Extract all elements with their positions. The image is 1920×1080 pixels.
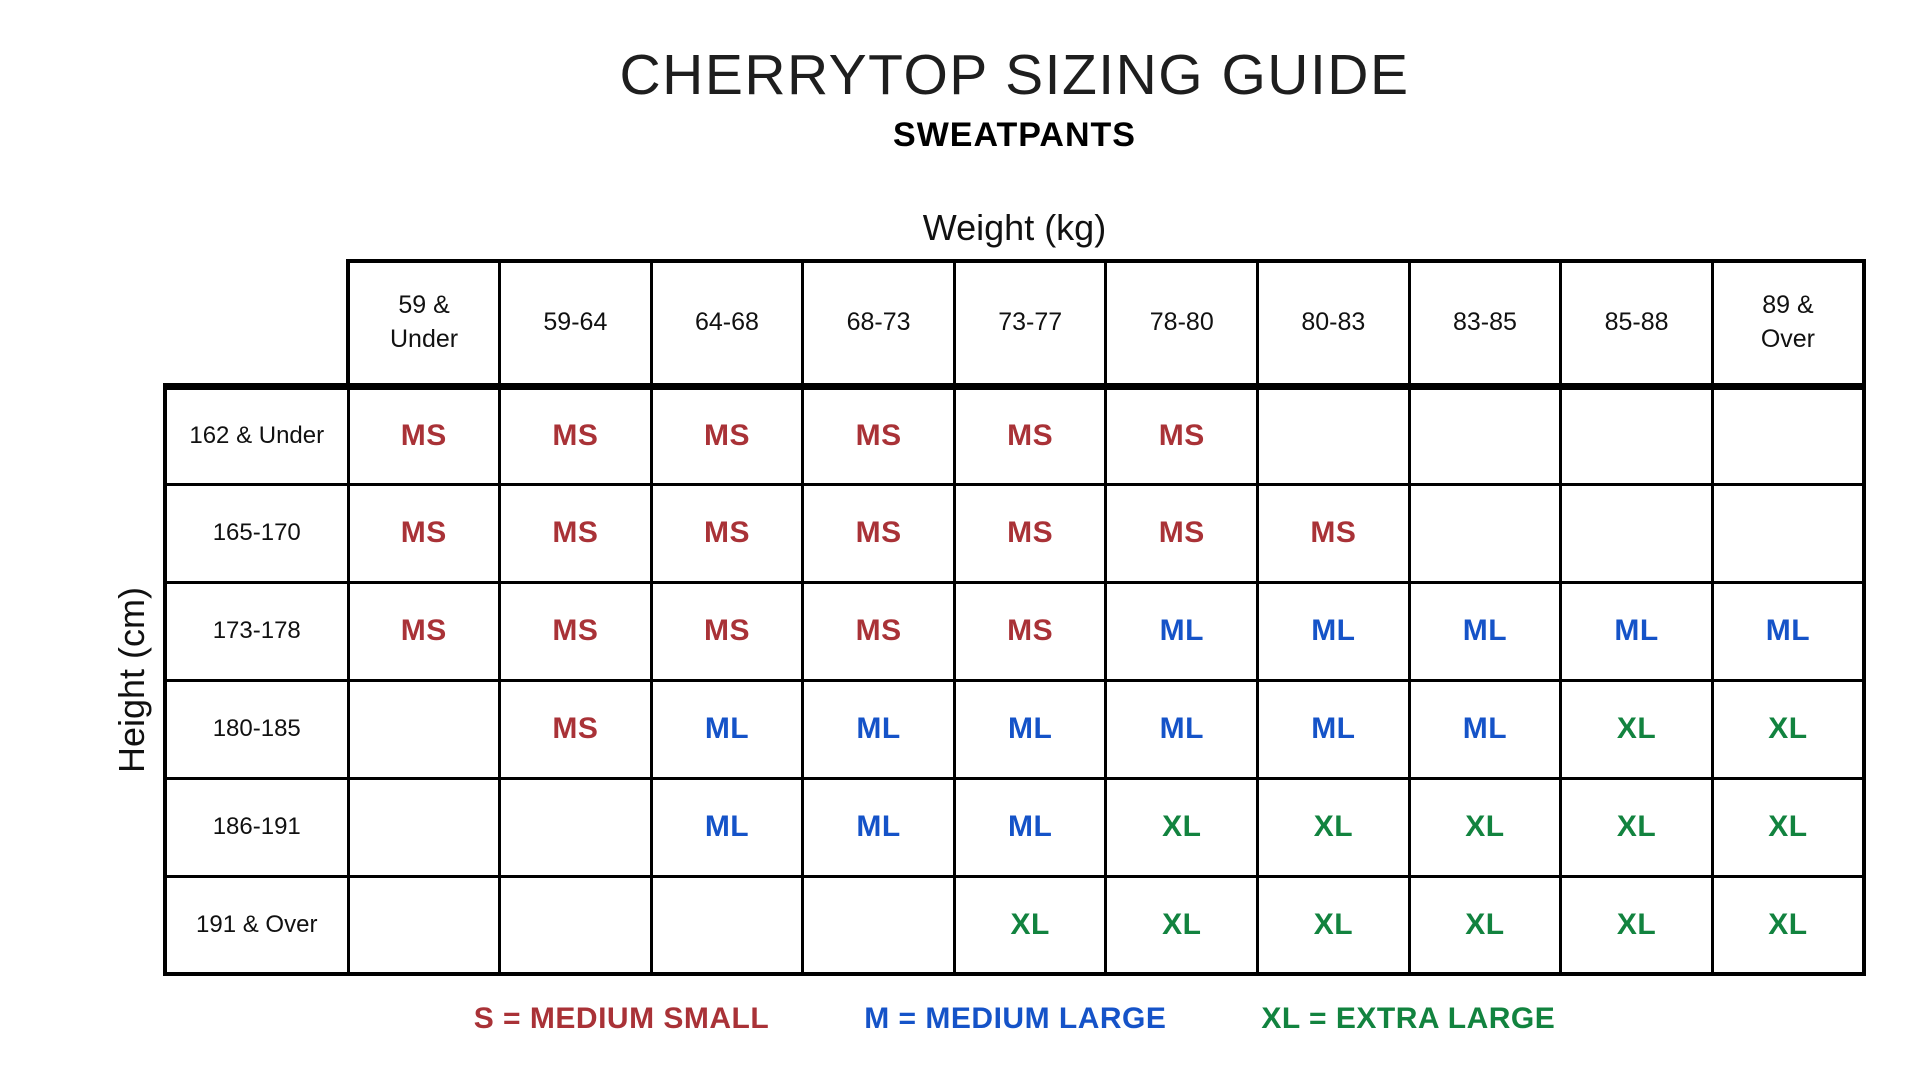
column-header: 59-64 — [498, 259, 653, 390]
row-header: 173-178 — [163, 580, 350, 682]
header-block: CHERRYTOP SIZING GUIDE SWEATPANTS Weight… — [163, 0, 1866, 249]
empty-cell — [801, 874, 956, 976]
row-header: 165-170 — [163, 482, 350, 584]
page-subtitle: SWEATPANTS — [893, 116, 1136, 154]
size-cell: MS — [498, 678, 653, 780]
size-cell: XL — [1407, 776, 1563, 878]
size-cell: MS — [1104, 384, 1260, 486]
size-cell: ML — [649, 776, 805, 878]
size-cell: MS — [498, 482, 653, 584]
column-header: 78-80 — [1104, 259, 1260, 390]
size-cell: ML — [801, 678, 956, 780]
size-cell: MS — [952, 384, 1108, 486]
size-cell: XL — [1407, 874, 1563, 976]
empty-cell — [498, 874, 653, 976]
size-cell: XL — [1710, 776, 1866, 878]
size-cell: MS — [801, 580, 956, 682]
column-header: 64-68 — [649, 259, 805, 390]
table-body: 162 & Under MS MS MS MS MS MS 165-170 MS MS MS MS MS… — [163, 382, 1866, 976]
size-cell: ML — [801, 776, 956, 878]
size-cell: MS — [952, 580, 1108, 682]
size-cell: MS — [346, 482, 502, 584]
size-cell: MS — [649, 482, 805, 584]
column-header: 89 & Over — [1710, 259, 1866, 390]
size-cell: XL — [952, 874, 1108, 976]
table-row: 191 & Over XL XL XL XL XL XL — [163, 874, 1866, 976]
column-header: 80-83 — [1256, 259, 1411, 390]
size-cell: XL — [1256, 874, 1411, 976]
size-cell: XL — [1104, 776, 1260, 878]
size-cell: ML — [649, 678, 805, 780]
empty-cell — [346, 874, 502, 976]
table-zone: Height (cm) 59 & Under 59-64 64-68 68-73 73-… — [111, 259, 1866, 1036]
height-axis-label: Height (cm) — [111, 586, 152, 773]
size-cell: ML — [1256, 678, 1411, 780]
size-cell: ML — [1710, 580, 1866, 682]
corner-cell — [165, 261, 350, 390]
table-row: 180-185 MS ML ML ML ML ML ML XL XL — [163, 678, 1866, 780]
column-header: 68-73 — [801, 259, 956, 390]
size-cell: MS — [1256, 482, 1411, 584]
size-cell: ML — [1407, 580, 1563, 682]
table-row: 162 & Under MS MS MS MS MS MS — [163, 382, 1866, 486]
size-cell: XL — [1104, 874, 1260, 976]
column-header: 73-77 — [952, 259, 1108, 390]
size-cell: MS — [346, 580, 502, 682]
size-cell: XL — [1256, 776, 1411, 878]
size-cell: MS — [649, 580, 805, 682]
size-cell: MS — [498, 384, 653, 486]
size-cell: MS — [346, 384, 502, 486]
size-cell: XL — [1559, 678, 1714, 780]
column-header: 59 & Under — [346, 259, 502, 390]
table-row: 165-170 MS MS MS MS MS MS MS — [163, 482, 1866, 584]
size-cell: XL — [1710, 874, 1866, 976]
sizing-table: 59 & Under 59-64 64-68 68-73 73-77 78-80 80-83… — [163, 259, 1866, 976]
size-cell: MS — [801, 384, 956, 486]
legend: S = MEDIUM SMALL M = MEDIUM LARGE XL = EXT… — [163, 1002, 1866, 1036]
row-header: 191 & Over — [163, 874, 350, 976]
empty-cell — [1710, 384, 1866, 486]
size-cell: MS — [801, 482, 956, 584]
size-cell: ML — [952, 776, 1108, 878]
legend-item: S = MEDIUM SMALL — [473, 1002, 770, 1035]
size-cell: ML — [1104, 678, 1260, 780]
row-header: 162 & Under — [163, 382, 350, 486]
column-header: 83-85 — [1407, 259, 1563, 390]
height-axis-label-box: Height (cm) — [101, 384, 163, 975]
empty-cell — [1407, 482, 1563, 584]
table-row: 173-178 MS MS MS MS MS ML ML ML ML ML — [163, 580, 1866, 682]
row-header: 180-185 — [163, 678, 350, 780]
size-cell: MS — [1104, 482, 1260, 584]
weight-axis-label: Weight (kg) — [922, 207, 1107, 248]
page-title: CHERRYTOP SIZING GUIDE — [619, 43, 1410, 107]
row-header: 186-191 — [163, 776, 350, 878]
empty-cell — [346, 776, 502, 878]
empty-cell — [1256, 384, 1411, 486]
size-cell: ML — [1407, 678, 1563, 780]
column-header: 85-88 — [1559, 259, 1714, 390]
size-cell: ML — [1559, 580, 1714, 682]
size-cell: ML — [1256, 580, 1411, 682]
size-cell: ML — [1104, 580, 1260, 682]
size-cell: MS — [952, 482, 1108, 584]
size-cell: MS — [649, 384, 805, 486]
empty-cell — [1710, 482, 1866, 584]
size-cell: XL — [1559, 776, 1714, 878]
size-cell: MS — [498, 580, 653, 682]
table-head: 59 & Under 59-64 64-68 68-73 73-77 78-80 80-83… — [165, 259, 1866, 390]
column-header-row: 59 & Under 59-64 64-68 68-73 73-77 78-80 80-83… — [165, 259, 1866, 390]
legend-item: M = MEDIUM LARGE — [864, 1002, 1167, 1035]
table-row: 186-191 ML ML ML XL XL XL XL XL — [163, 776, 1866, 878]
size-cell: XL — [1710, 678, 1866, 780]
legend-item: XL = EXTRA LARGE — [1261, 1002, 1556, 1035]
empty-cell — [346, 678, 502, 780]
size-cell: XL — [1559, 874, 1714, 976]
empty-cell — [1559, 482, 1714, 584]
size-cell: ML — [952, 678, 1108, 780]
empty-cell — [1559, 384, 1714, 486]
empty-cell — [1407, 384, 1563, 486]
empty-cell — [649, 874, 805, 976]
empty-cell — [498, 776, 653, 878]
